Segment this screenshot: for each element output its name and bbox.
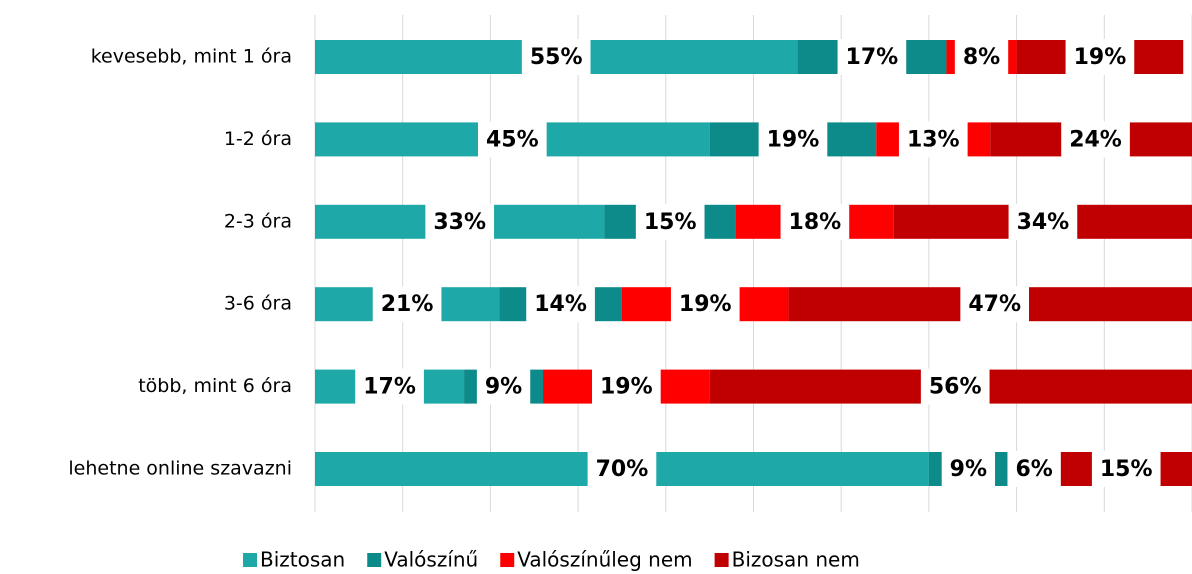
legend-swatch <box>500 553 515 567</box>
data-label: 14% <box>534 292 587 317</box>
label-background <box>1008 203 1078 240</box>
legend-label: Biztosan <box>260 548 345 572</box>
label-background <box>477 121 547 158</box>
category-label: lehetne online szavazni <box>68 458 292 480</box>
label-background <box>372 286 442 323</box>
data-label: 47% <box>968 292 1021 317</box>
label-background <box>1061 121 1130 158</box>
labels: 55% 17% 8% 19% 45% 19% 13% 24% 33% 15% 18% 34% 21% 14… <box>355 39 1161 487</box>
data-label: 19% <box>600 375 653 400</box>
data-label: 19% <box>767 127 820 152</box>
data-label: 6% <box>1015 457 1052 482</box>
data-label: 33% <box>433 210 486 235</box>
data-label: 19% <box>1074 45 1127 70</box>
category-label: 3-6 óra <box>224 293 292 315</box>
data-label: 21% <box>381 292 434 317</box>
label-background <box>1091 451 1161 487</box>
data-label: 24% <box>1069 127 1122 152</box>
label-background <box>591 368 661 405</box>
label-background <box>960 286 1030 323</box>
category-label: kevesebb, mint 1 óra <box>91 46 292 68</box>
data-label: 13% <box>907 127 960 152</box>
label-background <box>526 286 595 323</box>
data-label: 45% <box>486 127 539 152</box>
label-background <box>587 451 657 487</box>
label-background <box>758 121 828 158</box>
legend-swatch <box>714 553 729 567</box>
data-label: 9% <box>485 375 522 400</box>
category-label: több, mint 6 óra <box>138 375 292 397</box>
category-label: 2-3 óra <box>224 210 292 232</box>
data-label: 17% <box>363 375 416 400</box>
label-background <box>670 286 740 323</box>
label-background <box>1007 451 1061 487</box>
label-background <box>635 203 705 240</box>
legend-label: Valószínűleg nem <box>517 548 692 572</box>
label-background <box>355 368 424 405</box>
legend-swatch <box>367 553 382 567</box>
label-background <box>780 203 850 240</box>
data-label: 18% <box>789 210 842 235</box>
data-label: 34% <box>1017 210 1070 235</box>
category-label: 1-2 óra <box>224 128 292 150</box>
label-background <box>954 39 1009 75</box>
data-label: 70% <box>596 457 649 482</box>
data-label: 8% <box>963 45 1000 70</box>
label-background <box>1065 39 1135 75</box>
data-label: 56% <box>929 375 982 400</box>
label-background <box>521 39 591 75</box>
label-background <box>425 203 495 240</box>
data-label: 17% <box>846 45 899 70</box>
label-background <box>898 121 968 158</box>
label-background <box>941 451 996 487</box>
legend-label: Bizosan nem <box>732 548 860 572</box>
label-background <box>920 368 990 405</box>
data-label: 15% <box>1100 457 1153 482</box>
legend-swatch <box>243 553 257 567</box>
data-label: 15% <box>644 210 697 235</box>
label-background <box>476 368 531 405</box>
legend-label: Valószínű <box>384 548 478 572</box>
label-background <box>837 39 907 75</box>
data-label: 55% <box>530 45 583 70</box>
data-label: 19% <box>679 292 732 317</box>
data-label: 9% <box>950 457 987 482</box>
